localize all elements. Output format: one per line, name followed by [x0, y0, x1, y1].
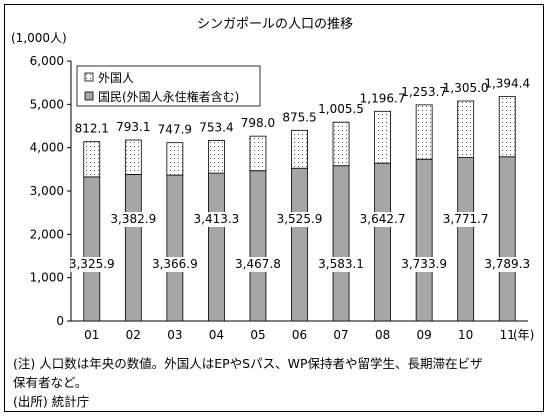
chart-frame: シンガポールの人口の推移 (1,000人) (年) 0 1,000 2,000 3,0…: [4, 4, 544, 412]
data-label-citizens: 3,413.3: [194, 212, 240, 226]
bar-citizens: [166, 174, 184, 322]
population-chart: シンガポールの人口の推移 (1,000人) (年) 0 1,000 2,000 3,0…: [11, 17, 534, 342]
x-tick-label: 02: [126, 328, 141, 342]
bar-citizens: [498, 156, 516, 322]
bar-foreigners: [332, 121, 350, 167]
bar-citizens: [374, 162, 391, 322]
data-label-foreigners: 875.5: [282, 110, 316, 124]
x-tick-label: 06: [292, 328, 307, 342]
data-labels-group: 3,325.9 812.1 3,382.9 793.1 3,366.9 747.9 3,41…: [69, 76, 530, 272]
data-label-foreigners: 747.9: [158, 123, 192, 137]
bar-citizens: [332, 165, 350, 322]
data-label-foreigners: 753.4: [199, 120, 233, 134]
x-tick-label: 07: [333, 328, 348, 342]
bar-foreigners: [124, 139, 142, 175]
legend-label-citizens: 国民(外国人永住権者含む): [98, 89, 239, 104]
data-label-foreigners: 798.0: [241, 116, 275, 130]
data-label-citizens: 3,366.9: [152, 257, 198, 271]
data-label-foreigners: 1,305.0: [443, 81, 489, 95]
bar-citizens: [457, 157, 475, 322]
data-label-bg: [320, 257, 363, 272]
note-line-1: (注) 人口数は年央の数値。外国人はEPやSパス、WP保持者や留学生、長期滞在ビ…: [13, 356, 483, 371]
bar-foreigners: [249, 135, 267, 172]
data-label-citizens: 3,733.9: [401, 257, 447, 271]
bar-citizens: [124, 174, 142, 322]
data-label-citizens: 3,789.3: [484, 257, 530, 271]
bar-foreigners: [83, 141, 101, 178]
x-tick-label: 01: [84, 328, 99, 342]
data-label-bg: [236, 257, 279, 272]
source-line: (出所) 統計庁: [13, 394, 90, 409]
x-axis-unit-label: (年): [513, 328, 534, 342]
y-tick-label: 0: [56, 314, 64, 328]
x-tick-label: 09: [416, 328, 431, 342]
chart-title: シンガポールの人口の推移: [197, 17, 353, 32]
y-tick-label: 6,000: [30, 54, 64, 68]
y-tick-label: 1,000: [30, 271, 64, 285]
x-tick-label: 11: [500, 328, 515, 342]
data-label-bg: [70, 257, 113, 272]
bar-foreigners: [208, 140, 225, 174]
data-label-citizens: 3,583.1: [318, 257, 364, 271]
bar-foreigners: [498, 95, 516, 158]
data-label-citizens: 3,642.7: [360, 212, 406, 226]
data-label-citizens: 3,325.9: [69, 257, 115, 271]
bar-citizens: [83, 176, 101, 322]
bar-foreigners: [166, 142, 184, 176]
y-tick-label: 2,000: [30, 227, 64, 241]
data-label-foreigners: 1,253.7: [401, 85, 447, 99]
data-label-bg: [112, 212, 155, 227]
bars-group: [83, 95, 516, 322]
x-tick-label: 10: [458, 328, 473, 342]
bar-citizens: [249, 170, 267, 322]
x-tick-label: 08: [375, 328, 390, 342]
data-label-bg: [278, 212, 321, 227]
bar-foreigners: [291, 129, 308, 169]
y-tick-label: 5,000: [30, 97, 64, 111]
note-line-2: 保有者など。: [13, 375, 88, 390]
data-label-foreigners: 1,196.7: [360, 91, 406, 105]
footnotes: (注) 人口数は年央の数値。外国人はEPやSパス、WP保持者や留学生、長期滞在ビ…: [13, 354, 543, 411]
bar-citizens: [415, 158, 433, 322]
bar-citizens: [208, 172, 225, 322]
data-label-bg: [444, 212, 487, 227]
data-label-citizens: 3,771.7: [443, 212, 489, 226]
y-tick-label: 3,000: [30, 184, 64, 198]
data-label-citizens: 3,467.8: [235, 257, 281, 271]
data-label-bg: [486, 257, 529, 272]
data-label-bg: [361, 212, 404, 227]
legend-swatch-foreigners: [84, 72, 94, 82]
data-label-bg: [403, 257, 446, 272]
data-label-foreigners: 1,005.5: [318, 102, 364, 116]
data-label-foreigners: 793.1: [116, 120, 150, 134]
data-label-foreigners: 812.1: [75, 122, 109, 136]
bar-foreigners: [457, 100, 475, 158]
bar-foreigners: [374, 110, 391, 164]
axes: 0 1,000 2,000 3,000 4,000 5,000 6,000 01 02 03 04 0…: [30, 54, 528, 342]
data-label-citizens: 3,525.9: [277, 212, 323, 226]
bar-citizens: [291, 167, 308, 322]
y-tick-label: 4,000: [30, 141, 64, 155]
legend-box: [76, 65, 261, 107]
bar-foreigners: [415, 104, 433, 160]
data-label-bg: [195, 212, 238, 227]
y-axis-unit-label: (1,000人): [11, 31, 67, 45]
x-tick-label: 05: [250, 328, 265, 342]
x-tick-label: 04: [209, 328, 224, 342]
data-label-citizens: 3,382.9: [110, 212, 156, 226]
data-label-bg: [153, 257, 196, 272]
data-label-foreigners: 1,394.4: [484, 76, 530, 90]
legend-label-foreigners: 外国人: [98, 71, 134, 85]
x-tick-label: 03: [167, 328, 182, 342]
legend-swatch-citizens: [84, 91, 94, 101]
